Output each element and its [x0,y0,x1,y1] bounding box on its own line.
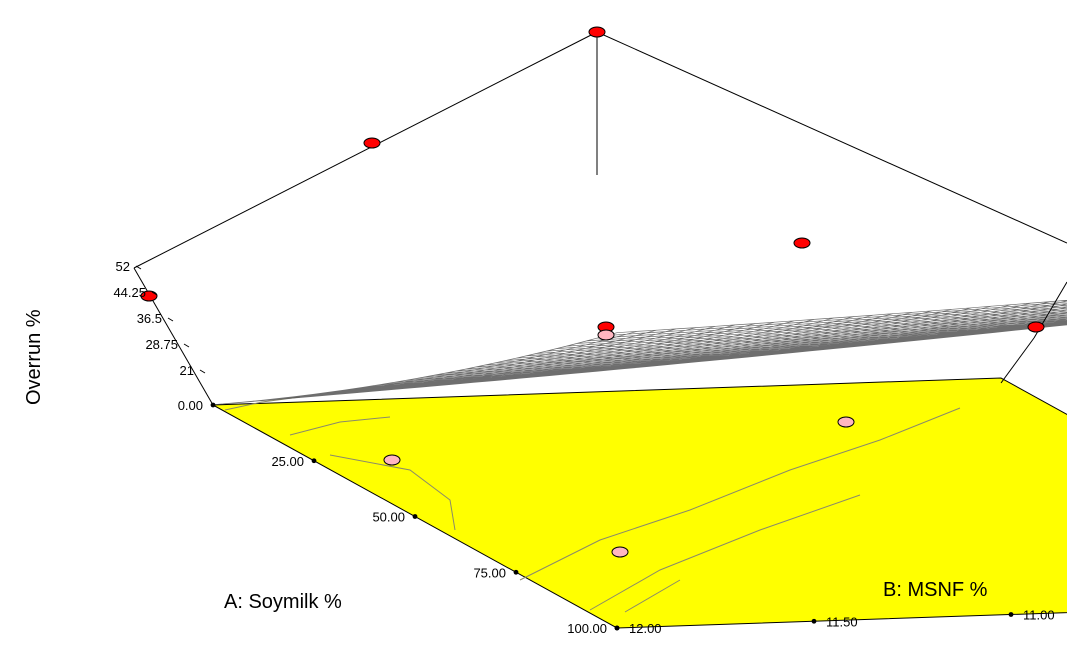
design-point [837,416,855,428]
floor-contour [624,579,681,613]
design-point [588,26,606,38]
z-tick-label: 28.75 [145,337,178,352]
y-tick-label-mark [614,625,620,631]
x-tick-label: 50.00 [372,510,405,525]
design-point [1027,321,1045,333]
design-point [793,237,811,249]
axis-ticks: 0.0025.0050.0075.00100.0010.0010.5011.00… [113,259,1055,636]
z-tick-mark [151,291,158,296]
y-tick-label-mark [1008,612,1014,617]
x-tick-label-mark [210,402,216,408]
z-tick-mark [135,265,142,270]
x-tick-label: 25.00 [271,454,304,469]
design-point [597,329,615,341]
y-tick-label: 11.00 [1023,608,1055,623]
z-tick-mark [167,317,174,322]
y-tick-label: 12.00 [629,621,662,636]
surface-mesh-lines [212,299,1067,406]
x-tick-label-mark [513,569,519,575]
frame-right-edge [1000,337,1035,384]
z-tick-label: 21 [180,363,194,378]
floor-contour [519,407,961,581]
bounding-box [133,31,1067,406]
design-point [611,546,629,558]
design-point [363,137,381,149]
x-tick-label: 75.00 [473,565,506,580]
floor-plane [211,377,1067,629]
x-axis-title: A: Soymilk % [224,591,342,613]
y-tick-label: 11.50 [826,614,858,629]
z-tick-label: 44.25 [113,285,146,300]
z-tick-mark [183,343,190,348]
design-point [140,290,158,302]
z-tick-mark [199,369,206,374]
y-tick-label-mark [811,618,817,624]
floor-contour [589,494,861,611]
floor-contour [289,416,391,436]
design-points [140,26,1045,558]
z-tick-label: 36.5 [137,311,162,326]
z-axis-title: Overrun % [23,309,45,405]
floor-layer [211,377,1067,629]
surface-mesh [212,299,1067,406]
y-axis-title: B: MSNF % [883,579,988,601]
x-tick-label: 0.00 [178,398,203,413]
frame-top-right [596,31,1067,244]
design-point [383,454,401,466]
z-tick-label: 52 [116,259,130,274]
frame-top-left [133,31,598,269]
floor-contour [329,454,456,531]
x-tick-label-mark [311,458,317,464]
x-tick-label: 100.00 [567,621,607,636]
x-tick-label-mark [412,514,418,519]
